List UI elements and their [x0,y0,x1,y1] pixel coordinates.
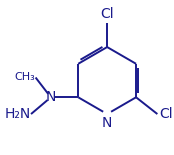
Text: Cl: Cl [100,7,114,21]
Text: Cl: Cl [159,107,172,121]
Text: CH₃: CH₃ [15,73,36,82]
Text: N: N [102,116,112,130]
Text: H₂N: H₂N [5,107,31,121]
Text: N: N [46,90,56,104]
